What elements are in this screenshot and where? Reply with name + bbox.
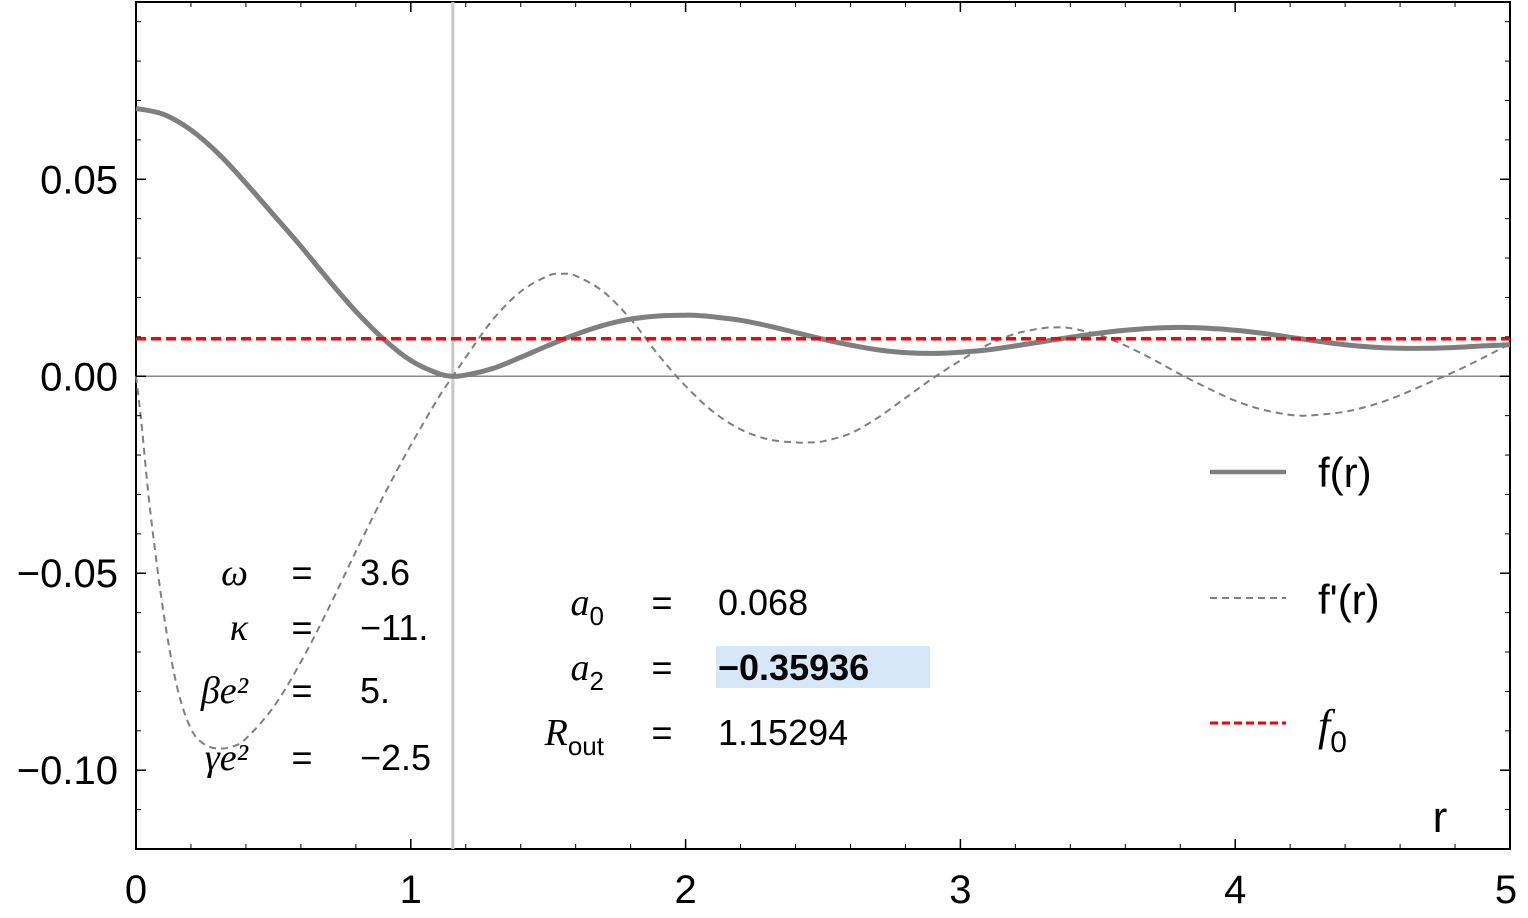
series-line-fprime	[135, 272, 1511, 750]
param-symbol: a2	[571, 647, 604, 696]
series-line-f	[135, 105, 1511, 379]
param-value: −11.	[360, 607, 428, 648]
x-tick-label: 1	[400, 868, 422, 912]
param-value: 3.6	[360, 552, 410, 593]
x-tick-label: 4	[1224, 868, 1246, 912]
parameters-left: ω = 3.6 κ = −11. βe² = 5. γe² = −2.5	[200, 552, 431, 779]
param-row: γe² = −2.5	[205, 737, 431, 779]
param-symbol: a0	[571, 582, 604, 631]
param-row: κ = −11.	[230, 607, 429, 649]
param-value: −2.5	[360, 737, 431, 778]
legend-label-fprime: f'(r)	[1318, 576, 1380, 623]
y-tick-label: −0.05	[17, 552, 118, 596]
param-row: ω = 3.6	[221, 552, 410, 594]
legend-label-f: f(r)	[1318, 449, 1372, 496]
param-equals: =	[651, 647, 672, 688]
param-value: 0.068	[718, 582, 808, 623]
y-tick-label: 0.05	[40, 158, 118, 202]
legend: f(r) f'(r) f0	[1210, 449, 1380, 759]
parameters-right: a0 = 0.068 a2 = −0.35936 Rout = 1.15294	[544, 582, 930, 761]
param-symbol: γe²	[205, 737, 249, 779]
param-value: 1.15294	[718, 712, 848, 753]
x-tick-label: 2	[674, 868, 696, 912]
param-row: a0 = 0.068	[571, 582, 809, 631]
param-row: a2 = −0.35936	[571, 646, 930, 696]
x-tick-label: 0	[125, 868, 147, 912]
x-tick-label: 3	[949, 868, 971, 912]
param-symbol: κ	[230, 607, 249, 649]
legend-label-f0: f0	[1318, 701, 1347, 759]
x-axis-ticks: 0 1 2 3 4 5	[125, 2, 1517, 912]
value-highlight	[716, 646, 930, 688]
x-tick-label: 5	[1495, 868, 1517, 912]
param-symbol: βe²	[200, 670, 249, 712]
y-tick-label: −0.10	[17, 749, 118, 793]
param-equals: =	[291, 552, 312, 593]
y-axis-ticks: 0.05 0.00 −0.05 −0.10	[17, 21, 1510, 811]
param-row: Rout = 1.15294	[544, 712, 849, 761]
plot-frame	[135, 1, 1511, 850]
x-axis-label: r	[1433, 793, 1448, 842]
param-symbol: ω	[221, 552, 248, 594]
param-equals: =	[291, 670, 312, 711]
param-equals: =	[291, 607, 312, 648]
param-value: 5.	[360, 670, 390, 711]
param-equals: =	[651, 582, 672, 623]
y-tick-label: 0.00	[40, 355, 118, 399]
param-equals: =	[651, 712, 672, 753]
param-equals: =	[291, 737, 312, 778]
param-symbol: Rout	[544, 712, 605, 761]
series-layer	[135, 105, 1511, 750]
param-row: βe² = 5.	[200, 670, 390, 712]
param-value: −0.35936	[718, 647, 869, 688]
